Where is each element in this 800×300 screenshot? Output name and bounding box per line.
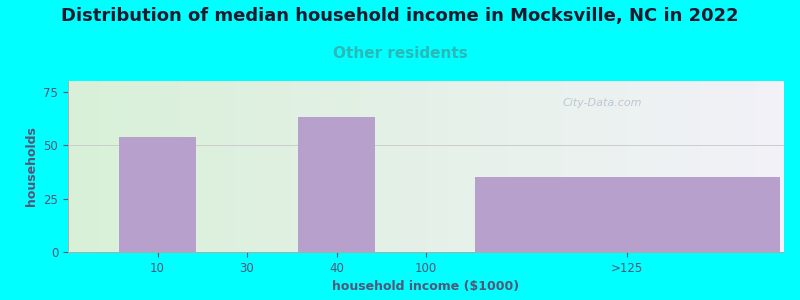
Bar (119, 136, 195, 252)
Text: City-Data.com: City-Data.com (562, 98, 642, 108)
Text: Other residents: Other residents (333, 46, 467, 62)
Bar (475, 177, 779, 252)
X-axis label: household income ($1000): household income ($1000) (333, 280, 519, 293)
Bar (298, 117, 374, 252)
Y-axis label: households: households (25, 127, 38, 206)
Text: Distribution of median household income in Mocksville, NC in 2022: Distribution of median household income … (61, 8, 739, 26)
